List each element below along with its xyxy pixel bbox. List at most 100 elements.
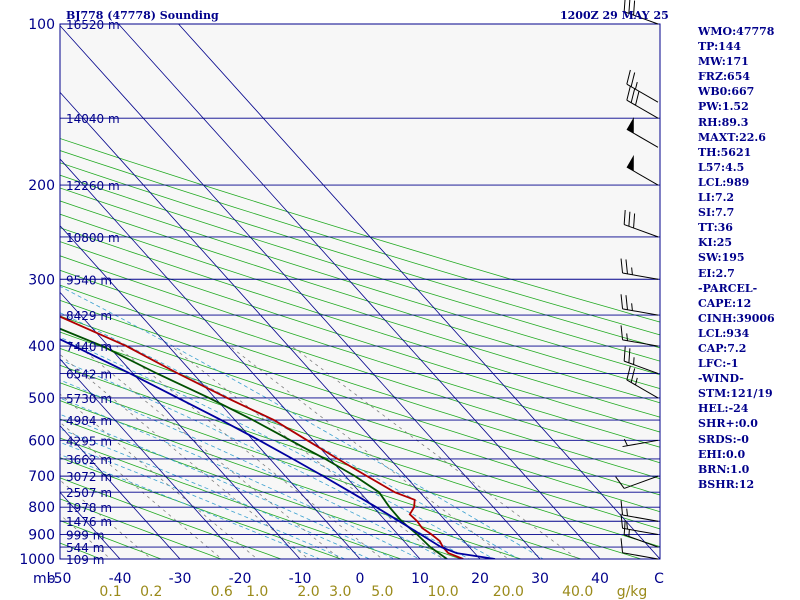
mixing-ratio-label: 0.2 <box>140 584 162 600</box>
dry-adiabat <box>60 400 523 559</box>
pressure-tick-label: 800 <box>28 500 55 516</box>
wind-barb <box>620 325 659 347</box>
temperature-tick-label: -20 <box>229 571 252 587</box>
wind-barb-full <box>633 0 636 16</box>
index-item: BRN:1.0 <box>698 462 750 476</box>
isotherm <box>60 225 361 559</box>
wind-barb <box>620 538 659 560</box>
index-item: WB0:667 <box>698 85 755 99</box>
wind-barb-half <box>634 81 638 90</box>
pressure-tick-label: 1000 <box>19 552 55 568</box>
dry-adiabat <box>60 162 660 349</box>
wind-barb-shaft <box>622 527 659 536</box>
wind-barb-shaft <box>622 552 659 560</box>
wind-barb-full <box>626 69 631 85</box>
wind-barb-shaft <box>624 475 659 489</box>
index-item: SI:7.7 <box>698 206 735 220</box>
index-item: L57:4.5 <box>698 160 745 174</box>
height-label: 10800 m <box>66 231 120 245</box>
wind-barb-full <box>615 476 625 489</box>
height-label: 7440 m <box>66 340 112 354</box>
wind-barb-full <box>634 90 640 106</box>
temperature-tick-label: 40 <box>591 571 609 587</box>
index-item: SRDS:-0 <box>698 432 749 446</box>
wind-barb <box>623 520 659 548</box>
wind-barb-full <box>623 210 626 225</box>
pressure-tick-label: 700 <box>28 469 55 485</box>
moist-adiabat <box>60 359 470 559</box>
index-item: -WIND- <box>698 372 744 386</box>
wind-barb <box>623 210 659 238</box>
wind-barb-full <box>623 520 626 535</box>
index-item: -PARCEL- <box>698 281 758 295</box>
wind-barb <box>620 500 659 522</box>
height-label: 16520 m <box>66 18 120 32</box>
wind-barb-full <box>620 294 624 309</box>
moist-adiabat <box>60 285 544 559</box>
temperature-tick-label: 10 <box>411 571 429 587</box>
dry-adiabat <box>60 457 343 559</box>
dry-adiabat <box>60 187 660 376</box>
wind-barb-full <box>623 346 626 362</box>
sounding-profiles <box>60 315 496 559</box>
index-item: CINH:39006 <box>698 311 775 325</box>
index-item: LCL:934 <box>698 326 750 340</box>
index-item: MAXT:22.6 <box>698 130 766 144</box>
wind-barb <box>623 0 659 25</box>
dry-adiabat <box>60 227 660 418</box>
wind-barb-full <box>628 348 631 363</box>
dry-adiabat <box>60 299 660 496</box>
isotherm <box>60 358 241 559</box>
height-label: 109 m <box>66 553 104 567</box>
index-item: EHI:0.0 <box>698 447 746 461</box>
moist-adiabat <box>60 441 346 559</box>
wind-barb <box>626 117 659 148</box>
dry-adiabat <box>60 348 660 548</box>
sounding-time: 1200Z 29 MAY 25 <box>560 9 669 22</box>
wind-barb-shaft <box>622 514 659 522</box>
height-label: 3662 m <box>66 453 112 467</box>
wind-barb-full <box>625 259 628 274</box>
wind-barb-shaft <box>622 308 659 316</box>
height-label: 1476 m <box>66 515 112 529</box>
plot-border <box>59 23 661 560</box>
height-label: 5730 m <box>66 392 112 406</box>
wind-barb <box>623 346 659 374</box>
wind-barb <box>626 154 659 186</box>
stability-indices: WMO:47778 TP:144 MW:171 FRZ:654 WB0:667 PW:1.… <box>698 24 775 492</box>
dry-adiabat <box>60 331 660 530</box>
wind-barb-full <box>630 72 636 87</box>
wind-barb-half <box>626 521 628 530</box>
height-label: 12260 m <box>66 179 120 193</box>
index-item: TP:144 <box>698 40 742 54</box>
wind-barb <box>622 438 659 448</box>
index-item: WMO:47778 <box>698 25 775 38</box>
wind-barb-shaft <box>622 339 659 347</box>
wind-barb <box>620 294 659 316</box>
wind-barb-shaft <box>622 272 659 280</box>
sounding-title: BJ778 (47778) Sounding <box>66 9 219 22</box>
index-item: CAP:7.2 <box>698 341 747 355</box>
wind-barb-full <box>620 513 624 529</box>
temperature-tick-label: -40 <box>109 571 132 587</box>
temperature-tick-label: -30 <box>169 571 192 587</box>
wind-barb-full <box>630 368 636 383</box>
wind-barb-full <box>620 325 624 340</box>
wind-barb-shaft <box>622 439 659 448</box>
isotherm <box>178 24 660 559</box>
temperature-line <box>60 315 464 559</box>
dry-adiabat <box>60 150 660 336</box>
wind-barb-flag <box>626 117 634 134</box>
mixing-ratio-line <box>78 345 341 559</box>
height-label: 9540 m <box>66 273 112 287</box>
wind-barb-shaft <box>624 534 659 548</box>
height-label: 8429 m <box>66 309 112 323</box>
mixing-ratio-unit: g/kg <box>617 584 648 600</box>
wind-barb-full <box>633 213 636 229</box>
wind-barb <box>620 258 659 280</box>
mixing-ratio-label: 10.0 <box>428 584 459 600</box>
background-grid <box>60 24 660 559</box>
index-item: EI:2.7 <box>698 266 735 280</box>
wind-barb-full <box>625 295 628 310</box>
